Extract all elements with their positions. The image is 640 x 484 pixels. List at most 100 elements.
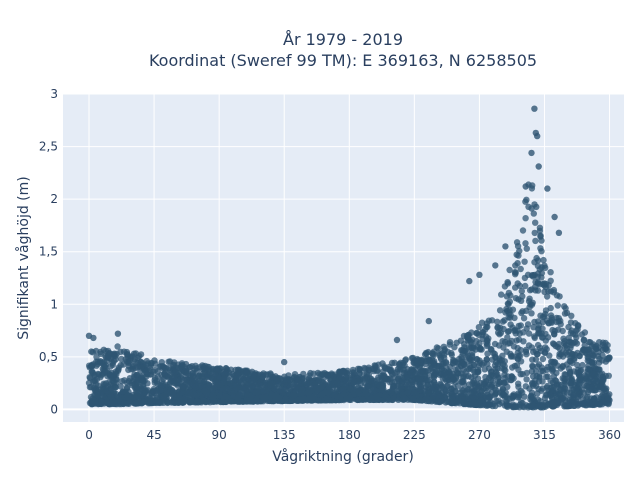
data-point <box>597 371 604 378</box>
data-point <box>590 377 597 385</box>
data-point <box>542 310 549 318</box>
data-point <box>530 324 537 331</box>
data-point <box>254 398 261 405</box>
data-point <box>125 358 132 365</box>
data-point <box>528 368 536 375</box>
data-point <box>595 366 602 373</box>
data-point <box>331 392 338 399</box>
data-point <box>557 386 564 393</box>
data-point <box>468 329 475 336</box>
data-point <box>559 375 566 382</box>
data-point <box>549 358 556 365</box>
data-point <box>390 395 397 402</box>
data-point <box>537 398 544 405</box>
data-point <box>128 379 135 387</box>
data-point <box>263 393 270 401</box>
data-point <box>432 381 439 389</box>
data-point <box>519 308 526 315</box>
data-point <box>457 337 465 344</box>
data-point <box>494 318 501 325</box>
x-tick-label: 0 <box>85 428 93 442</box>
data-point <box>209 392 217 399</box>
data-point <box>133 399 141 406</box>
data-point <box>260 370 267 377</box>
data-point <box>496 307 504 314</box>
data-point <box>423 349 430 357</box>
data-point <box>519 293 526 300</box>
tick-labels: 0 45 90 135 180 225 270 315 360 0 0,5 1 1,5 2 2,5 3 <box>39 87 621 442</box>
data-point <box>547 377 554 384</box>
data-point <box>134 359 141 366</box>
data-point <box>340 391 347 398</box>
data-point <box>151 366 159 374</box>
data-point <box>134 354 141 362</box>
data-point <box>166 358 174 365</box>
data-point <box>151 357 158 364</box>
data-point <box>534 350 541 358</box>
data-point <box>144 370 151 378</box>
data-point <box>219 398 226 406</box>
data-point <box>520 329 527 336</box>
data-point <box>452 366 459 373</box>
data-point <box>235 366 242 373</box>
data-point <box>493 398 500 405</box>
data-point <box>473 355 481 363</box>
data-point <box>544 185 551 192</box>
data-point <box>507 321 514 328</box>
data-point <box>281 397 289 404</box>
data-point <box>191 383 199 391</box>
data-point <box>539 318 547 326</box>
data-point <box>424 381 431 388</box>
data-point <box>499 360 507 368</box>
data-point <box>243 374 251 382</box>
data-point <box>561 310 569 317</box>
data-point <box>430 352 437 359</box>
data-point <box>478 346 485 353</box>
data-point <box>283 376 290 384</box>
data-point <box>356 366 363 373</box>
y-axis-title: Signifikant våghöjd (m) <box>15 176 32 339</box>
data-point <box>107 371 114 379</box>
data-point <box>532 356 540 363</box>
data-point <box>574 393 581 400</box>
data-point <box>102 353 109 360</box>
data-point <box>532 278 539 286</box>
data-point <box>518 287 525 295</box>
data-point <box>160 392 168 399</box>
data-point <box>125 366 132 374</box>
x-tick-label: 90 <box>212 428 227 442</box>
data-point <box>312 385 320 392</box>
data-point <box>379 381 386 389</box>
data-point <box>477 391 485 398</box>
data-point <box>324 372 331 379</box>
data-point <box>524 321 532 328</box>
data-point <box>572 385 580 393</box>
data-point <box>509 364 516 371</box>
data-point <box>223 385 230 392</box>
data-point <box>536 227 544 234</box>
data-point <box>543 366 550 374</box>
data-point <box>536 344 544 352</box>
data-point <box>113 371 120 378</box>
data-point <box>109 400 117 407</box>
data-point <box>522 240 529 247</box>
data-point <box>208 373 215 380</box>
data-point <box>479 329 487 336</box>
data-point <box>244 391 251 399</box>
data-point <box>341 383 349 390</box>
data-point <box>557 317 564 325</box>
data-point <box>288 397 295 404</box>
data-point <box>305 389 312 396</box>
data-point <box>250 374 257 381</box>
data-point <box>539 355 547 363</box>
data-point <box>162 364 170 372</box>
data-point <box>359 396 367 403</box>
data-point <box>509 392 516 400</box>
data-point <box>475 368 482 375</box>
data-point <box>492 262 499 269</box>
data-point <box>94 391 101 399</box>
data-point <box>484 396 492 403</box>
data-point <box>543 293 551 300</box>
x-tick-label: 360 <box>598 428 621 442</box>
